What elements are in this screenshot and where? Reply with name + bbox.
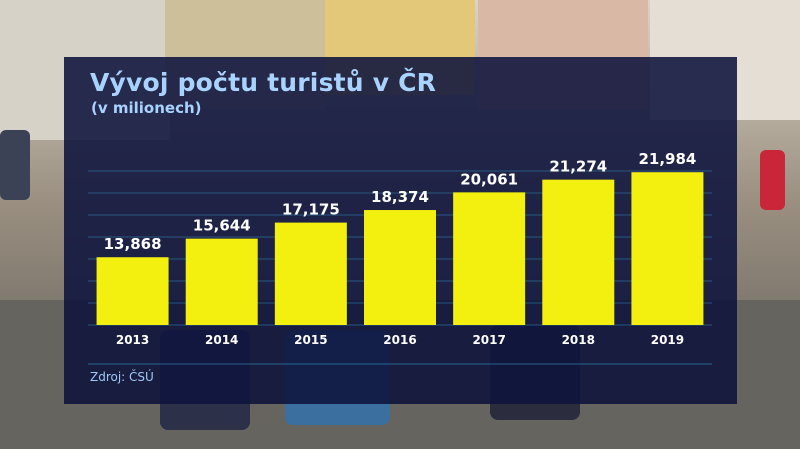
source-note: Zdroj: ČSÚ [90,370,154,384]
value-label-2015: 17,175 [282,201,340,219]
value-label-2019: 21,984 [638,150,696,168]
x-tick-label-2018: 2018 [562,333,595,347]
x-tick-label-2015: 2015 [294,333,327,347]
chart-subtitle: (v milionech) [91,99,202,117]
bar-2015 [274,222,347,325]
bar-2016 [364,210,436,325]
bar-2013 [96,257,169,325]
x-tick-label-2013: 2013 [116,333,149,347]
bar-2014 [185,238,258,325]
bar-2018 [542,179,615,325]
value-label-2013: 13,868 [104,235,162,253]
value-label-2018: 21,274 [549,158,607,176]
bar-2017 [453,192,526,325]
chart-title: Vývoj počtu turistů v ČR [90,68,437,97]
x-tick-label-2014: 2014 [205,333,238,347]
x-tick-label-2016: 2016 [383,333,416,347]
bar-2019 [631,172,704,325]
x-tick-label-2019: 2019 [651,333,684,347]
value-label-2014: 15,644 [193,217,251,235]
x-tick-label-2017: 2017 [472,333,505,347]
value-label-2017: 20,061 [460,170,518,188]
value-label-2016: 18,374 [371,188,429,206]
